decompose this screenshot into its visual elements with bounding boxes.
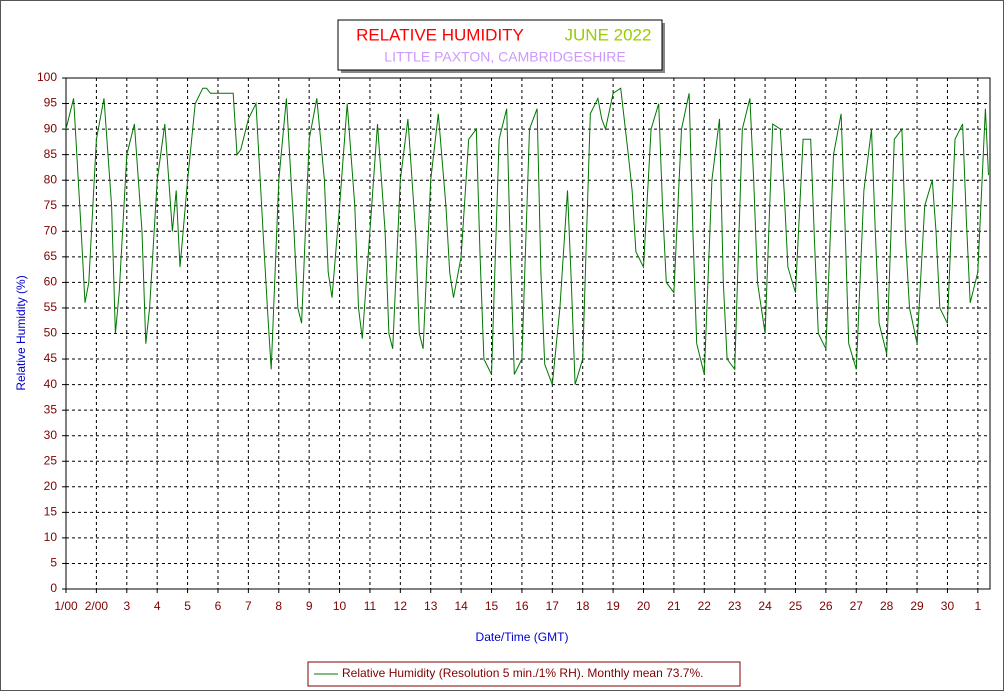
- x-tick-label: 29: [910, 599, 924, 613]
- y-tick-label: 45: [44, 351, 58, 365]
- legend-box: [307, 661, 741, 687]
- y-tick-label: 5: [50, 556, 57, 570]
- data-line: [65, 87, 989, 385]
- y-tick-label: 25: [44, 453, 58, 467]
- x-tick-label: 9: [306, 599, 313, 613]
- title-box: [337, 19, 663, 71]
- x-tick-label: 21: [667, 599, 681, 613]
- y-tick-label: 100: [37, 70, 57, 84]
- y-tick-label: 70: [44, 223, 58, 237]
- chart-period: JUNE 2022: [565, 25, 652, 44]
- y-tick-label: 55: [44, 300, 58, 314]
- x-tick-label: 11: [364, 599, 377, 613]
- y-tick-label: 10: [44, 530, 58, 544]
- x-tick-label: 13: [424, 599, 438, 613]
- y-tick-label: 65: [44, 249, 58, 263]
- legend-label: Relative Humidity (Resolution 5 min./1% …: [342, 666, 703, 680]
- y-tick-label: 35: [44, 402, 58, 416]
- x-tick-label: 2/00: [85, 599, 109, 613]
- x-tick-label: 12: [394, 599, 408, 613]
- x-tick-label: 4: [154, 599, 161, 613]
- chart-title: RELATIVE HUMIDITY: [356, 25, 524, 44]
- x-tick-label: 15: [485, 599, 499, 613]
- x-tick-label: 26: [819, 599, 833, 613]
- x-tick-label: 17: [546, 599, 560, 613]
- y-tick-label: 95: [44, 96, 58, 110]
- chart-subtitle: LITTLE PAXTON, CAMBRIDGESHIRE: [384, 49, 625, 65]
- x-tick-label: 5: [184, 599, 191, 613]
- x-tick-label: 18: [576, 599, 590, 613]
- y-tick-label: 75: [44, 198, 58, 212]
- x-tick-label: 28: [880, 599, 894, 613]
- y-tick-label: 40: [44, 377, 58, 391]
- y-tick-label: 30: [44, 428, 58, 442]
- y-tick-label: 50: [44, 326, 58, 340]
- x-axis-label: Date/Time (GMT): [476, 630, 569, 644]
- y-axis-label: Relative Humidity (%): [14, 275, 28, 390]
- x-tick-label: 30: [941, 599, 955, 613]
- x-tick-label: 1/00: [54, 599, 78, 613]
- x-tick-label: 7: [245, 599, 252, 613]
- y-tick-label: 60: [44, 275, 58, 289]
- y-tick-label: 85: [44, 147, 58, 161]
- x-tick-label: 14: [454, 599, 468, 613]
- x-tick-label: 24: [758, 599, 772, 613]
- x-tick-label: 23: [728, 599, 742, 613]
- plot-border: [65, 77, 991, 590]
- x-tick-label: 27: [850, 599, 864, 613]
- y-tick-label: 80: [44, 172, 58, 186]
- x-tick-label: 8: [275, 599, 282, 613]
- x-tick-label: 6: [215, 599, 222, 613]
- x-tick-label: 22: [698, 599, 712, 613]
- x-tick-label: 3: [123, 599, 130, 613]
- y-tick-label: 0: [50, 581, 57, 595]
- x-tick-label: 10: [333, 599, 347, 613]
- y-tick-label: 15: [44, 505, 58, 519]
- x-tick-label: 25: [789, 599, 803, 613]
- x-tick-label: 19: [606, 599, 620, 613]
- y-tick-label: 90: [44, 121, 58, 135]
- x-tick-label: 20: [637, 599, 651, 613]
- y-tick-label: 20: [44, 479, 58, 493]
- x-tick-label: 16: [515, 599, 529, 613]
- x-tick-label: 1: [974, 599, 981, 613]
